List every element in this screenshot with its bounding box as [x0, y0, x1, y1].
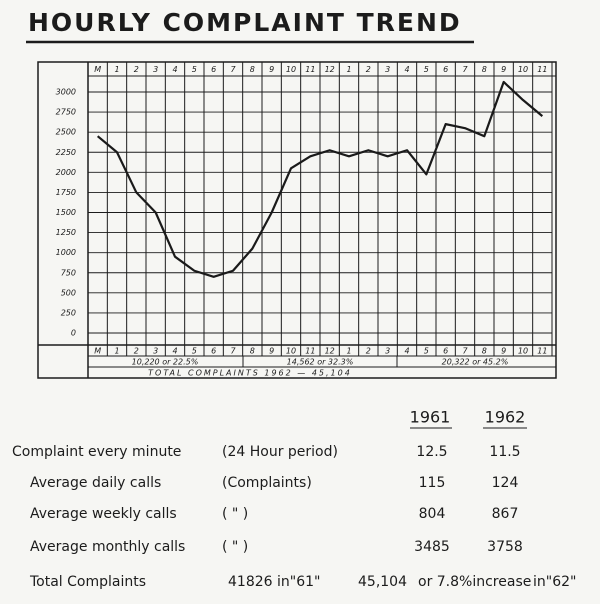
- total-label: Total Complaints: [29, 574, 146, 590]
- row-label: Average daily calls: [30, 475, 161, 491]
- x-tick-label: 9: [501, 65, 506, 74]
- frame: [37, 61, 557, 379]
- x-tick-label: 4: [404, 347, 409, 356]
- chart-title: HOURLY COMPLAINT TREND: [28, 8, 462, 37]
- x-tick-label: 6: [211, 65, 216, 74]
- column-header: 1961: [410, 408, 451, 427]
- x-tick-label: 1: [114, 65, 119, 74]
- x-tick-label: 10: [286, 347, 296, 356]
- x-tick-label: 5: [192, 347, 197, 356]
- total-part: in"62": [533, 574, 576, 590]
- table: Complaint every minute (24 Hour period) 12…: [12, 444, 523, 555]
- x-tick-label: 8: [250, 347, 255, 356]
- annotation: 10,220 or 22.5%: [132, 358, 199, 367]
- cell: 867: [492, 506, 519, 522]
- cell: 11.5: [489, 444, 520, 460]
- x-tick-label: 4: [404, 65, 409, 74]
- x-tick-label: 10: [286, 65, 296, 74]
- x-tick-label: 8: [250, 65, 255, 74]
- x-tick-label: M: [94, 65, 101, 74]
- x-tick-label: 10: [518, 347, 528, 356]
- x-tick-label: 1: [346, 347, 351, 356]
- x-tick-label: 9: [269, 65, 274, 74]
- y-tick-label: 500: [61, 288, 76, 297]
- column-header: 1962: [485, 408, 526, 427]
- y-tick-label: 2250: [56, 148, 76, 157]
- row-note: (Complaints): [222, 475, 312, 491]
- x-tick-label: 1: [346, 65, 351, 74]
- x-tick-label: 9: [501, 347, 506, 356]
- cell: 3758: [487, 539, 523, 555]
- y-tick-label: 2500: [56, 128, 76, 137]
- x-tick-label: 3: [153, 65, 158, 74]
- y-tick-label: 750: [61, 268, 76, 277]
- x-tick-label: 11: [305, 65, 315, 74]
- row-label: Average monthly calls: [30, 539, 185, 555]
- x-tick-label: 7: [462, 347, 468, 356]
- y-tick-label: 3000: [56, 88, 76, 97]
- x-tick-label: 11: [305, 347, 315, 356]
- cell: 3485: [414, 539, 450, 555]
- x-tick-label: 2: [134, 347, 139, 356]
- total-part: 41826 in"61": [228, 574, 320, 590]
- x-tick-label: 7: [230, 347, 236, 356]
- total-part: or 7.8%increase: [418, 574, 531, 590]
- x-tick-label: 11: [537, 347, 547, 356]
- x-tick-label: 6: [211, 347, 216, 356]
- row-note: ( " ): [222, 506, 248, 522]
- x-tick-label: 9: [269, 347, 274, 356]
- y-tick-label: 2000: [56, 168, 76, 177]
- x-tick-label: 2: [366, 347, 371, 356]
- total-part: 45,104: [358, 574, 407, 590]
- x-tick-label: 8: [482, 65, 487, 74]
- x-tick-label: 2: [366, 65, 371, 74]
- cell: 124: [492, 475, 519, 491]
- y-tick-label: 1000: [56, 248, 76, 257]
- y-tick-label: 0: [71, 329, 76, 338]
- x-tick-label: 2: [134, 65, 139, 74]
- x-tick-label: 3: [153, 347, 158, 356]
- row-label: Average weekly calls: [30, 506, 177, 522]
- y-tick-label: 1750: [56, 188, 76, 197]
- x-tick-label: 8: [482, 347, 487, 356]
- row-note: (24 Hour period): [222, 444, 338, 460]
- x-tick-label: M: [94, 347, 101, 356]
- x-tick-label: 6: [443, 347, 448, 356]
- annotation: 14,562 or 32.3%: [287, 358, 354, 367]
- x-tick-label: 6: [443, 65, 448, 74]
- row-note: ( " ): [222, 539, 248, 555]
- cell: 115: [419, 475, 446, 491]
- x-tick-label: 5: [192, 65, 197, 74]
- x-tick-label: 12: [325, 65, 335, 74]
- y-tick-label: 1250: [56, 228, 76, 237]
- x-tick-label: 4: [172, 65, 177, 74]
- x-tick-label: 3: [385, 65, 390, 74]
- line: [96, 80, 544, 278]
- x-tick-label: 5: [424, 347, 429, 356]
- cell: 804: [419, 506, 446, 522]
- x-tick-label: 7: [462, 65, 468, 74]
- x-tick-label: 3: [385, 347, 390, 356]
- x-tick-label: 7: [230, 65, 236, 74]
- annotation: TOTAL COMPLAINTS 1962 — 45,104: [148, 369, 352, 378]
- y-tick-label: 1500: [56, 208, 76, 217]
- x-tick-label: 5: [424, 65, 429, 74]
- annotation: 20,322 or 45.2%: [442, 358, 509, 367]
- cell: 12.5: [416, 444, 447, 460]
- x-tick-label: 1: [114, 347, 119, 356]
- y-tick-label: 250: [61, 308, 76, 317]
- x-tick-label: 4: [172, 347, 177, 356]
- x-tick-label: 12: [325, 347, 335, 356]
- y-tick-label: 2750: [56, 108, 76, 117]
- row-label: Complaint every minute: [12, 444, 181, 460]
- x-tick-label: 11: [537, 65, 547, 74]
- x-tick-label: 10: [518, 65, 528, 74]
